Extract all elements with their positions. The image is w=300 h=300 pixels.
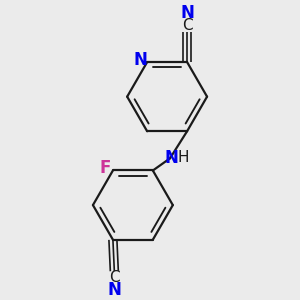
Text: N: N — [164, 149, 178, 167]
Text: F: F — [99, 159, 111, 177]
Text: C: C — [110, 270, 120, 285]
Text: N: N — [108, 280, 122, 298]
Text: N: N — [134, 51, 148, 69]
Text: C: C — [182, 18, 193, 33]
Text: H: H — [178, 150, 189, 165]
Text: N: N — [181, 4, 195, 22]
